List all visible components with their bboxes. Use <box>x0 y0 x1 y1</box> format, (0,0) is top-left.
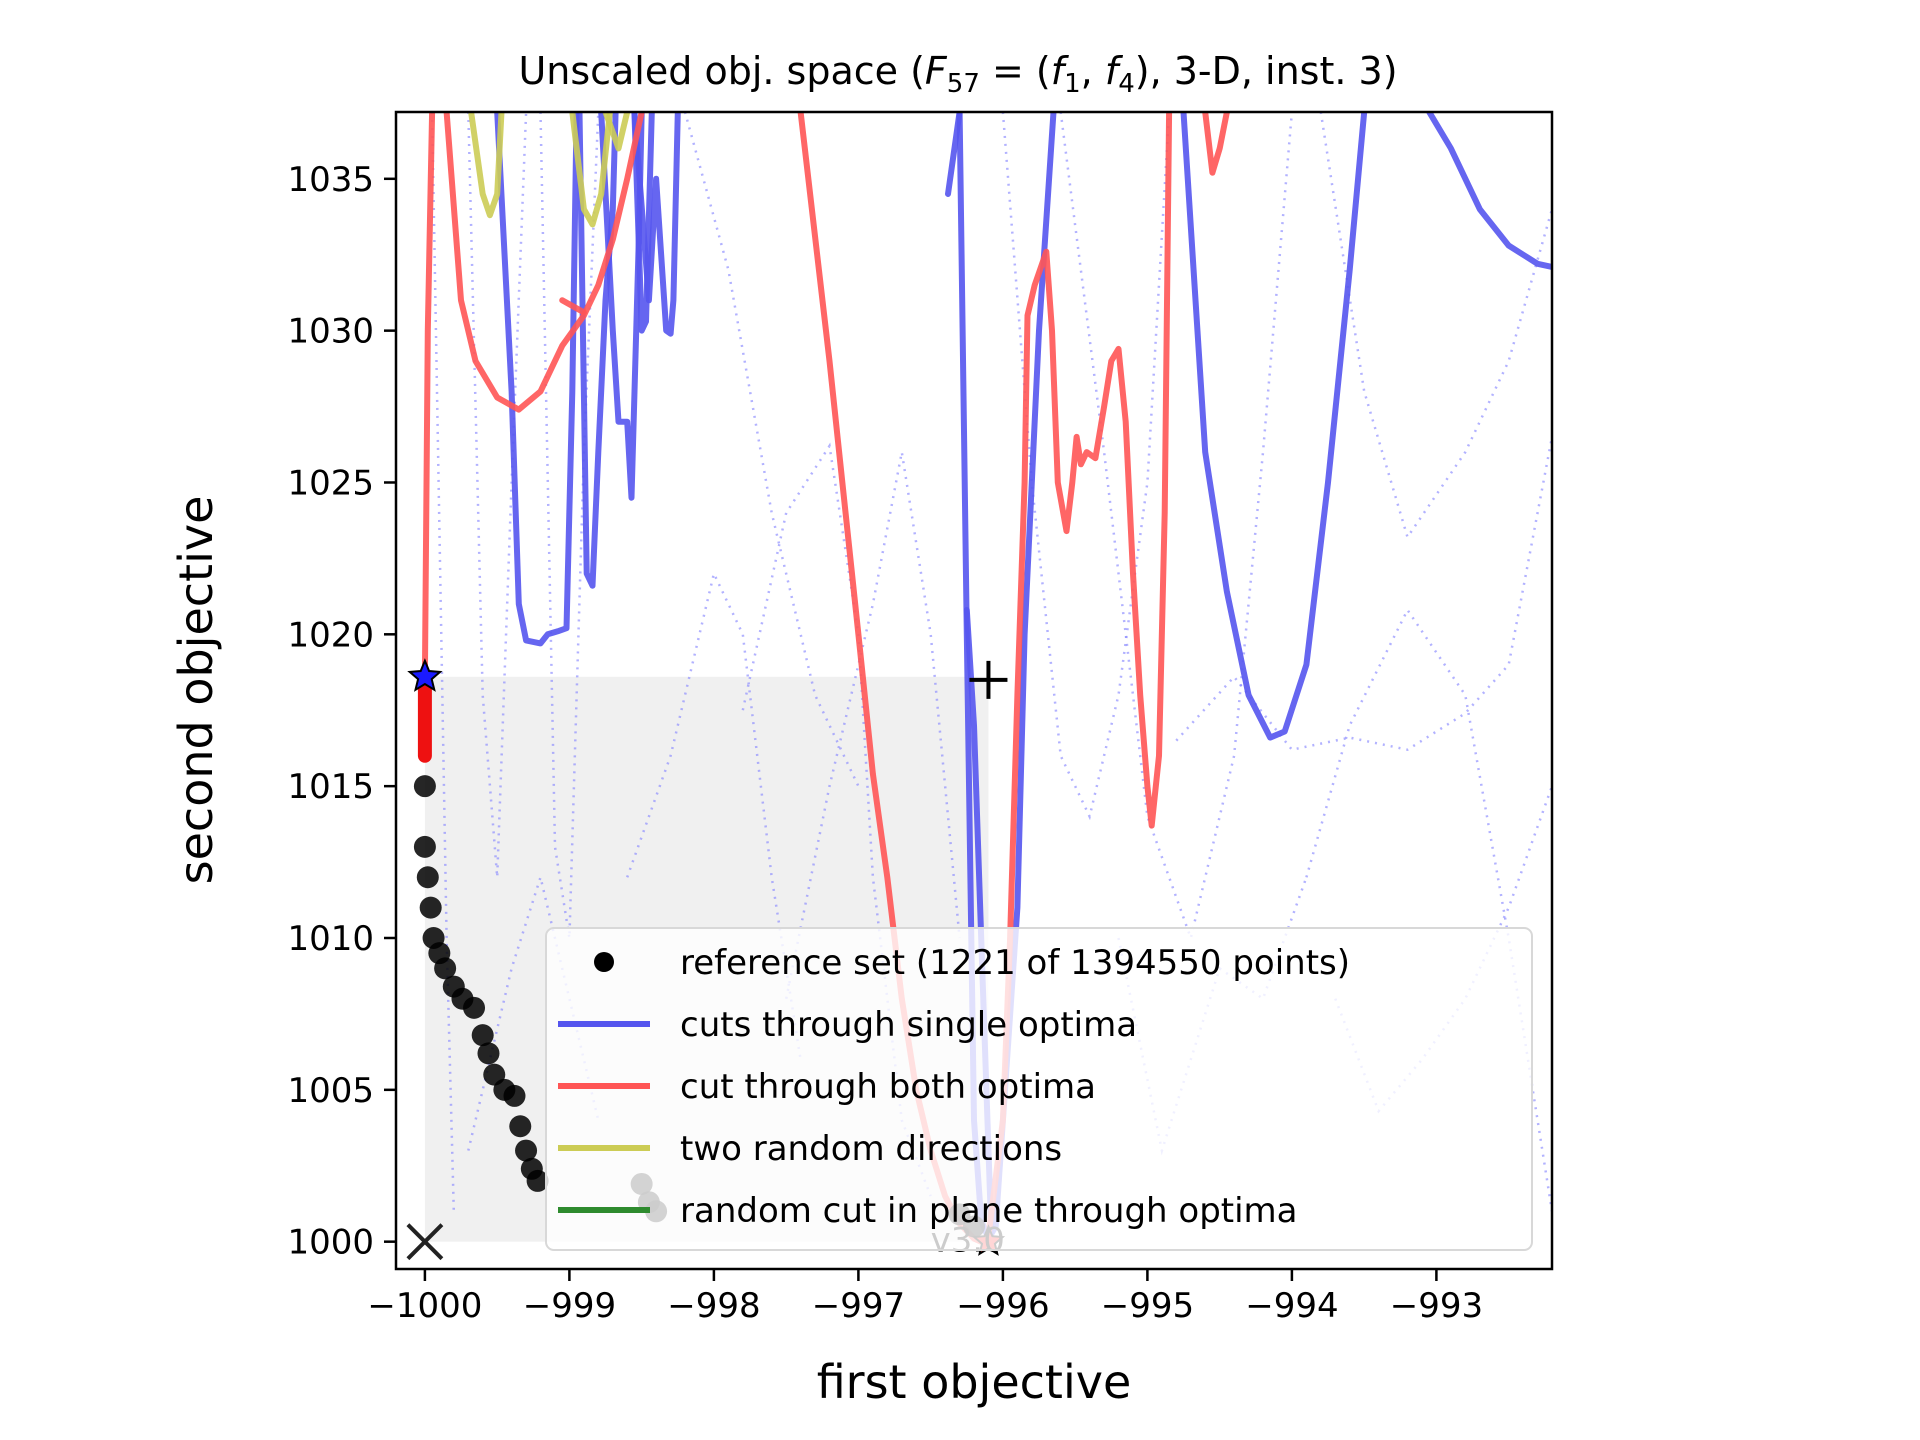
ideal-point-marker <box>406 1223 444 1261</box>
legend-entry-label: cuts through single optima <box>680 1005 1137 1045</box>
dotted-cut-line <box>784 451 961 999</box>
y-tick-label: 1000 <box>287 1223 374 1263</box>
legend-entry-label: random cut in plane through optima <box>680 1191 1298 1231</box>
both-optima-line <box>1202 112 1230 176</box>
reference-point <box>416 866 439 889</box>
y-tick-label: 1010 <box>287 919 374 959</box>
dotted-cut-line <box>430 112 456 1212</box>
y-axis: 1000 1005 1010 1015 1020 1025 1030 1035 <box>287 160 396 1263</box>
reference-point <box>413 835 436 858</box>
dotted-cut-line <box>1001 112 1171 821</box>
plot-frame <box>394 110 1554 1271</box>
chart-title: Unscaled obj. space (F57 = (f1, f4), 3-D… <box>518 49 1397 99</box>
reference-point <box>471 1024 494 1047</box>
single-optima-line <box>1180 112 1368 741</box>
reference-point <box>477 1042 500 1065</box>
single-optima-line <box>494 112 580 647</box>
x-tick-label: −998 <box>667 1286 760 1326</box>
x-axis: −1000 −999 −998 −997 −996 −995 −994 −993 <box>367 1269 1483 1326</box>
x-tick-label: −997 <box>812 1286 905 1326</box>
x-tick-label: −999 <box>523 1286 616 1326</box>
legend-entry-label: reference set (1221 of 1394550 points) <box>680 943 1350 983</box>
reference-point <box>526 1169 549 1192</box>
legend-entry-label: cut through both optima <box>680 1067 1096 1107</box>
single-optima-line <box>576 112 619 589</box>
y-tick-label: 1025 <box>287 463 374 503</box>
y-tick-label: 1015 <box>287 767 374 807</box>
dotted-cut-line <box>1319 112 1552 540</box>
single-optima-line <box>1426 112 1552 270</box>
x-tick-label: −996 <box>956 1286 1049 1326</box>
legend-marker-dot <box>594 952 614 972</box>
random-directions-line <box>468 112 505 219</box>
y-tick-label: 1020 <box>287 615 374 655</box>
x-axis-label: first objective <box>817 1355 1132 1409</box>
reference-point <box>434 957 457 980</box>
reference-point <box>503 1084 526 1107</box>
x-tick-label: −994 <box>1245 1286 1338 1326</box>
y-tick-label: 1035 <box>287 160 374 200</box>
x-tick-label: −1000 <box>367 1286 482 1326</box>
x-tick-label: −995 <box>1101 1286 1194 1326</box>
random-directions-line <box>569 112 613 228</box>
reference-point <box>463 996 486 1019</box>
both-optima-line <box>421 112 436 680</box>
y-tick-label: 1005 <box>287 1071 374 1111</box>
reference-point <box>413 775 436 798</box>
legend-box <box>545 927 1533 1251</box>
random-directions-line <box>602 112 631 152</box>
reference-point <box>419 896 442 919</box>
y-axis-label: second objective <box>169 496 223 885</box>
y-tick-label: 1030 <box>287 312 374 352</box>
reference-point <box>509 1115 532 1138</box>
nadir-point-marker <box>969 660 1008 699</box>
both-optima-line <box>443 112 645 413</box>
reference-point <box>515 1139 538 1162</box>
single-optima-line <box>631 112 655 334</box>
optimum-1-star-icon <box>407 658 443 692</box>
legend-entry-label: two random directions <box>680 1129 1062 1169</box>
x-tick-label: −993 <box>1390 1286 1483 1326</box>
legend: reference set (1221 of 1394550 points) cu… <box>545 927 1533 1251</box>
both-optima-line <box>559 297 587 316</box>
